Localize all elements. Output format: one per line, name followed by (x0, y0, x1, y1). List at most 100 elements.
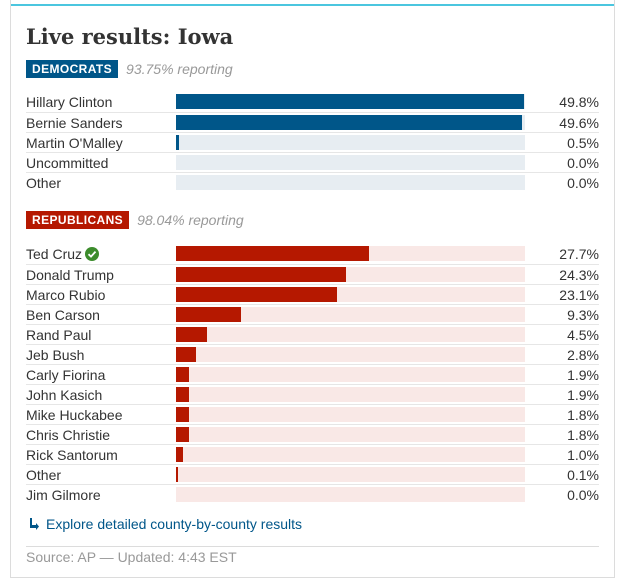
bar-track (176, 467, 525, 482)
bar-track (176, 135, 525, 150)
democrats-results: Hillary Clinton 49.8% Bernie Sanders 49.6% M… (26, 92, 599, 192)
bar-track (176, 267, 525, 282)
result-row: Mike Huckabee 1.8% (26, 404, 599, 424)
candidate-name: Jim Gilmore (26, 487, 101, 503)
bar-track (176, 427, 525, 442)
result-row: Ted Cruz 27.7% (26, 244, 599, 264)
result-bar (176, 267, 346, 282)
candidate-name: Other (26, 175, 62, 191)
bar-track (176, 287, 525, 302)
result-bar (176, 387, 190, 402)
result-row: Chris Christie 1.8% (26, 424, 599, 444)
candidate-name: Rick Santorum (26, 447, 118, 463)
candidate-name: Other (26, 467, 62, 483)
result-bar (176, 347, 196, 362)
result-bar (176, 467, 178, 482)
vote-percentage: 0.0% (567, 175, 599, 191)
vote-percentage: 1.8% (567, 407, 599, 423)
democrats-badge: DEMOCRATS (26, 60, 119, 78)
source-note: Source: AP — Updated: 4:43 EST (26, 549, 237, 565)
candidate-name: Carly Fiorina (26, 367, 106, 383)
candidate-name: Ted Cruz (26, 245, 100, 263)
bar-track (176, 307, 525, 322)
candidate-name: Chris Christie (26, 427, 111, 443)
result-row: Ben Carson 9.3% (26, 304, 599, 324)
vote-percentage: 1.0% (567, 447, 599, 463)
vote-percentage: 1.9% (567, 367, 599, 383)
candidate-name: Uncommitted (26, 155, 109, 171)
result-bar (176, 327, 208, 342)
candidate-name: Hillary Clinton (26, 94, 113, 110)
result-row: Carly Fiorina 1.9% (26, 364, 599, 384)
bar-track (176, 246, 525, 261)
republicans-reporting: 98.04% reporting (137, 212, 244, 228)
vote-percentage: 24.3% (559, 267, 599, 283)
democrats-header: DEMOCRATS 93.75% reporting (26, 60, 233, 78)
republicans-results: Ted Cruz 27.7% Donald Trump 24.3% Marco Rubi… (26, 244, 599, 504)
vote-percentage: 0.5% (567, 135, 599, 151)
result-bar (176, 94, 524, 109)
bar-track (176, 367, 525, 382)
result-bar (176, 135, 180, 150)
result-row: Bernie Sanders 49.6% (26, 112, 599, 132)
bar-track (176, 155, 525, 170)
bar-track (176, 407, 525, 422)
pointing-hand-icon (30, 518, 39, 530)
vote-percentage: 4.5% (567, 327, 599, 343)
result-bar (176, 367, 190, 382)
winner-check-icon (85, 247, 100, 261)
bar-track (176, 94, 525, 109)
result-row: Jeb Bush 2.8% (26, 344, 599, 364)
explore-link-label: Explore detailed county-by-county result… (46, 516, 303, 532)
vote-percentage: 23.1% (559, 287, 599, 303)
accent-rule (11, 4, 614, 6)
vote-percentage: 1.8% (567, 427, 599, 443)
result-row: Other 0.1% (26, 464, 599, 484)
candidate-name: Jeb Bush (26, 347, 85, 363)
result-row: Marco Rubio 23.1% (26, 284, 599, 304)
candidate-name: Rand Paul (26, 327, 92, 343)
vote-percentage: 2.8% (567, 347, 599, 363)
vote-percentage: 0.1% (567, 467, 599, 483)
result-bar (176, 115, 523, 130)
result-bar (176, 407, 189, 422)
result-row: Hillary Clinton 49.8% (26, 92, 599, 112)
vote-percentage: 49.6% (559, 115, 599, 131)
bar-track (176, 175, 525, 190)
result-row: Other 0.0% (26, 172, 599, 192)
bar-track (176, 347, 525, 362)
result-bar (176, 246, 370, 261)
bar-track (176, 447, 525, 462)
vote-percentage: 1.9% (567, 387, 599, 403)
result-row: John Kasich 1.9% (26, 384, 599, 404)
candidate-name: Bernie Sanders (26, 115, 123, 131)
bar-track (176, 387, 525, 402)
candidate-name: Donald Trump (26, 267, 114, 283)
vote-percentage: 9.3% (567, 307, 599, 323)
bar-track (176, 115, 525, 130)
bar-track (176, 327, 525, 342)
result-row: Rand Paul 4.5% (26, 324, 599, 344)
republicans-header: REPUBLICANS 98.04% reporting (26, 211, 244, 229)
result-row: Jim Gilmore 0.0% (26, 484, 599, 504)
result-bar (176, 427, 189, 442)
republicans-badge: REPUBLICANS (26, 211, 130, 229)
result-bar (176, 307, 241, 322)
vote-percentage: 0.0% (567, 487, 599, 503)
vote-percentage: 0.0% (567, 155, 599, 171)
bar-track (176, 487, 525, 502)
result-bar (176, 287, 338, 302)
page-title: Live results: Iowa (26, 24, 234, 49)
result-row: Uncommitted 0.0% (26, 152, 599, 172)
candidate-name: John Kasich (26, 387, 103, 403)
candidate-name: Marco Rubio (26, 287, 106, 303)
explore-county-results-link[interactable]: Explore detailed county-by-county result… (28, 516, 302, 532)
candidate-name: Martin O'Malley (26, 135, 123, 151)
results-card: Live results: Iowa DEMOCRATS 93.75% repo… (10, 0, 615, 578)
footer-divider (26, 546, 599, 547)
candidate-name: Mike Huckabee (26, 407, 123, 423)
vote-percentage: 49.8% (559, 94, 599, 110)
vote-percentage: 27.7% (559, 246, 599, 262)
result-row: Donald Trump 24.3% (26, 264, 599, 284)
democrats-reporting: 93.75% reporting (126, 61, 233, 77)
